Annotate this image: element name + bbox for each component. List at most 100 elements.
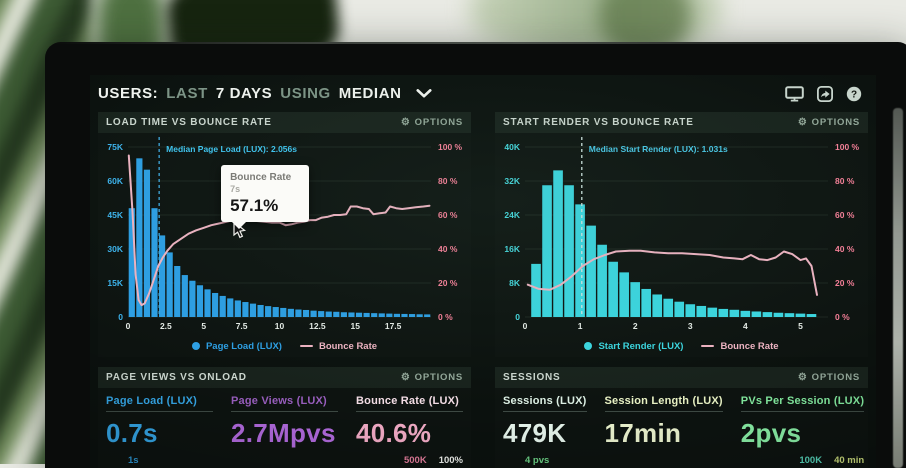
legend-dot xyxy=(192,342,200,350)
svg-text:10: 10 xyxy=(275,321,285,331)
panel-sessions: SESSIONS ⚙ OPTIONS Sessions (LUX) 479K 4… xyxy=(495,367,868,468)
dashboard-screen: USERS: LAST 7 DAYS USING MEDIAN ? xyxy=(90,75,876,468)
panel-title: PAGE VIEWS VS ONLOAD xyxy=(106,372,247,383)
svg-text:8K: 8K xyxy=(509,278,521,288)
metric-pvs-per-session: PVs Per Session (LUX) 2pvs 100K 40 min xyxy=(741,395,864,466)
legend-label: Page Load (LUX) xyxy=(206,341,282,352)
svg-text:45K: 45K xyxy=(107,210,123,220)
chart-tooltip: Bounce Rate 7s 57.1% xyxy=(221,165,309,222)
dashboard-header: USERS: LAST 7 DAYS USING MEDIAN ? xyxy=(90,75,876,112)
metric-sessions: Sessions (LUX) 479K 4 pvs xyxy=(503,395,587,466)
options-button[interactable]: ⚙ OPTIONS xyxy=(401,117,463,128)
svg-text:2: 2 xyxy=(633,321,638,331)
panel-start-render-header: START RENDER VS BOUNCE RATE ⚙ OPTIONS xyxy=(495,112,868,133)
svg-text:17.5: 17.5 xyxy=(385,321,402,331)
load-time-chart[interactable]: Bounce Rate 7s 57.1% 0 15K 30K 45K 60K 75K 0 %… xyxy=(98,133,471,335)
svg-text:100 %: 100 % xyxy=(438,142,463,152)
svg-text:2.5: 2.5 xyxy=(160,321,172,331)
metric-page-views: Page Views (LUX) 2.7Mpvs xyxy=(231,395,338,466)
page-views-metrics: Page Load (LUX) 0.7s 1s Page Views (LUX)… xyxy=(98,388,471,466)
sessions-metrics: Sessions (LUX) 479K 4 pvs Session Length… xyxy=(495,388,868,466)
legend-item[interactable]: Bounce Rate xyxy=(300,341,377,352)
legend-label: Bounce Rate xyxy=(319,341,377,352)
metric-sub-value: 4 pvs xyxy=(525,455,549,466)
start-render-legend: Start Render (LUX) Bounce Rate xyxy=(495,335,868,357)
metric-page-load: Page Load (LUX) 0.7s 1s xyxy=(106,395,213,466)
gear-icon: ⚙ xyxy=(798,117,808,128)
svg-text:0 %: 0 % xyxy=(438,312,453,322)
svg-text:100 %: 100 % xyxy=(835,142,860,152)
svg-text:30K: 30K xyxy=(107,244,123,254)
laptop-top-edge xyxy=(53,42,904,44)
display-icon[interactable] xyxy=(785,86,804,102)
svg-text:0: 0 xyxy=(523,321,528,331)
panel-load-time-header: LOAD TIME VS BOUNCE RATE ⚙ OPTIONS xyxy=(98,112,471,133)
mouse-cursor-icon xyxy=(233,221,247,244)
panel-page-views-header: PAGE VIEWS VS ONLOAD ⚙ OPTIONS xyxy=(98,367,471,388)
panel-load-time: LOAD TIME VS BOUNCE RATE ⚙ OPTIONS Bounc… xyxy=(98,112,471,357)
svg-text:0: 0 xyxy=(118,312,123,322)
gear-icon: ⚙ xyxy=(401,117,411,128)
svg-text:4: 4 xyxy=(743,321,748,331)
metric-session-length: Session Length (LUX) 17min xyxy=(605,395,723,466)
svg-text:0 %: 0 % xyxy=(835,312,850,322)
svg-text:1: 1 xyxy=(578,321,583,331)
metric-bounce-rate: Bounce Rate (LUX) 40.6% 500K 100% xyxy=(356,395,463,466)
scope-segment: USING xyxy=(280,85,331,102)
laptop-bezel: USERS: LAST 7 DAYS USING MEDIAN ? xyxy=(45,42,906,468)
svg-text:24K: 24K xyxy=(504,210,520,220)
svg-text:40 %: 40 % xyxy=(438,244,458,254)
options-button[interactable]: ⚙ OPTIONS xyxy=(401,372,463,383)
svg-text:20 %: 20 % xyxy=(835,278,855,288)
metrics-row: PAGE VIEWS VS ONLOAD ⚙ OPTIONS Page Load… xyxy=(90,367,876,468)
start-render-chart[interactable]: 0 8K 16K 24K 32K 40K 0 % 20 % 40 % 60 % 80 % 100 % 0… xyxy=(495,133,868,335)
panel-start-render: START RENDER VS BOUNCE RATE ⚙ OPTIONS 0 8… xyxy=(495,112,868,357)
tooltip-value: 57.1% xyxy=(230,196,300,216)
scope-segment: 7 DAYS xyxy=(216,85,272,102)
laptop-lid-edge xyxy=(893,108,903,468)
scope-segment: USERS: xyxy=(98,85,158,102)
svg-text:60K: 60K xyxy=(107,176,123,186)
svg-text:60 %: 60 % xyxy=(835,210,855,220)
legend-line-swatch xyxy=(701,345,714,348)
gear-icon: ⚙ xyxy=(798,372,808,383)
help-icon[interactable]: ? xyxy=(846,86,862,102)
svg-text:60 %: 60 % xyxy=(438,210,458,220)
legend-line-swatch xyxy=(300,345,313,348)
svg-text:0: 0 xyxy=(126,321,131,331)
svg-text:0: 0 xyxy=(515,312,520,322)
svg-text:75K: 75K xyxy=(107,142,123,152)
legend-item[interactable]: Bounce Rate xyxy=(701,341,778,352)
scope-selector[interactable]: USERS: LAST 7 DAYS USING MEDIAN xyxy=(98,85,432,102)
metric-sub-value: 40 min xyxy=(834,455,864,466)
svg-text:7.5: 7.5 xyxy=(236,321,248,331)
panel-title: SESSIONS xyxy=(503,372,561,383)
svg-text:40 %: 40 % xyxy=(835,244,855,254)
svg-text:16K: 16K xyxy=(504,244,520,254)
options-button[interactable]: ⚙ OPTIONS xyxy=(798,117,860,128)
svg-text:80 %: 80 % xyxy=(438,176,458,186)
svg-text:32K: 32K xyxy=(504,176,520,186)
svg-text:?: ? xyxy=(851,89,857,100)
svg-text:3: 3 xyxy=(688,321,693,331)
charts-row: LOAD TIME VS BOUNCE RATE ⚙ OPTIONS Bounc… xyxy=(90,112,876,357)
legend-item[interactable]: Start Render (LUX) xyxy=(584,341,683,352)
chevron-down-icon[interactable] xyxy=(416,88,432,99)
svg-text:80 %: 80 % xyxy=(835,176,855,186)
legend-item[interactable]: Page Load (LUX) xyxy=(192,341,282,352)
panel-page-views: PAGE VIEWS VS ONLOAD ⚙ OPTIONS Page Load… xyxy=(98,367,471,468)
svg-text:12.5: 12.5 xyxy=(309,321,326,331)
options-button[interactable]: ⚙ OPTIONS xyxy=(798,372,860,383)
panel-sessions-header: SESSIONS ⚙ OPTIONS xyxy=(495,367,868,388)
svg-text:40K: 40K xyxy=(504,142,520,152)
legend-label: Bounce Rate xyxy=(720,341,778,352)
share-icon[interactable] xyxy=(817,86,833,102)
svg-text:15K: 15K xyxy=(107,278,123,288)
panel-title: START RENDER VS BOUNCE RATE xyxy=(503,117,694,128)
svg-text:5: 5 xyxy=(201,321,206,331)
tooltip-subtitle: 7s xyxy=(230,184,300,194)
scope-segment: MEDIAN xyxy=(339,85,402,102)
gear-icon: ⚙ xyxy=(401,372,411,383)
toolbar: ? xyxy=(785,86,862,102)
svg-text:5: 5 xyxy=(798,321,803,331)
